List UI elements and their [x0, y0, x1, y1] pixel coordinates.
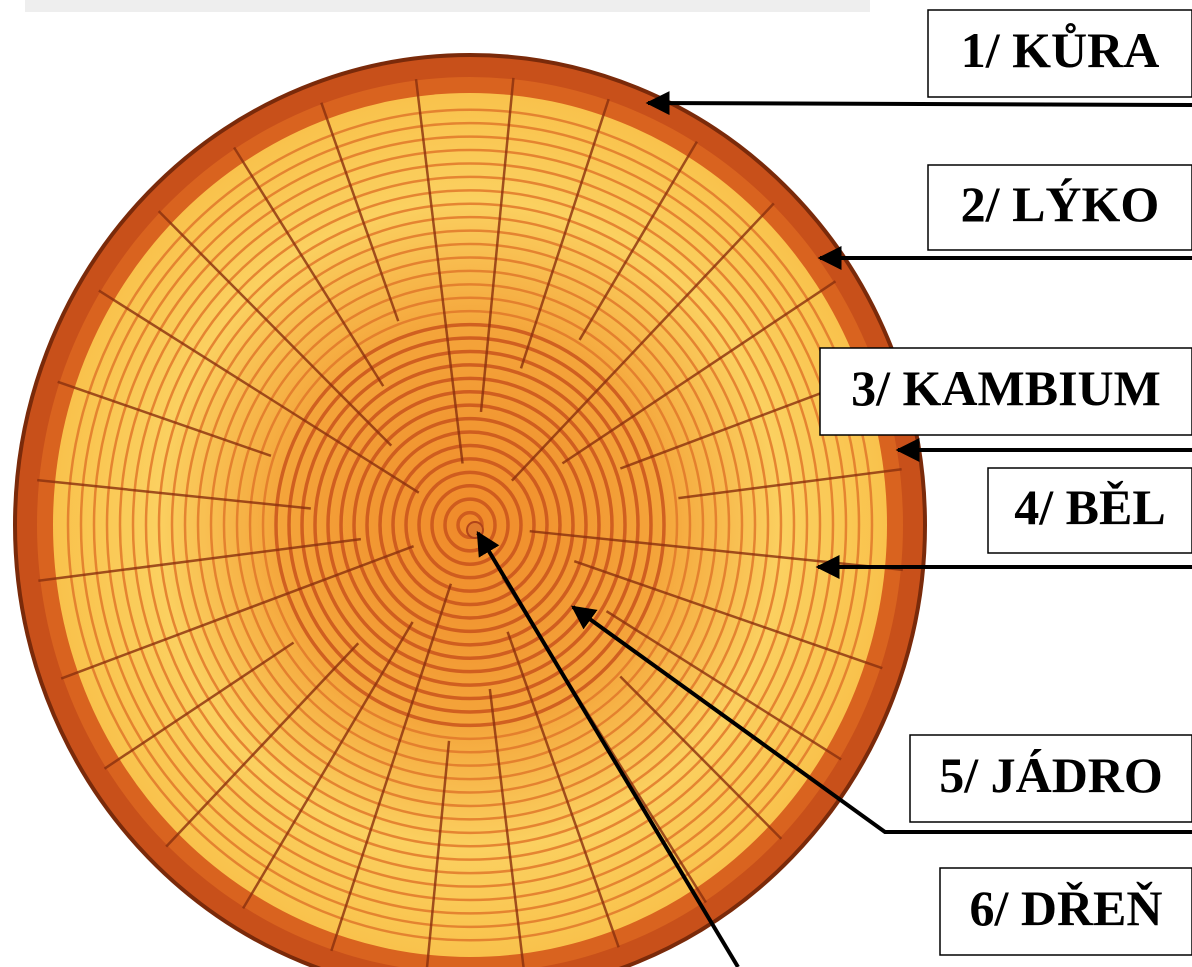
label-text: 3/ KAMBIUM [851, 360, 1161, 416]
label-text: 6/ DŘEŇ [969, 880, 1162, 936]
top-strip [25, 0, 870, 12]
pointer-arrow [648, 103, 1192, 105]
page: 1/ KŮRA 2/ LÝKO 3/ KAMBIUM 4/ BĚL 5/ JÁDRO 6/… [0, 0, 1192, 967]
wood-disk [15, 55, 925, 967]
diagram: 1/ KŮRA 2/ LÝKO 3/ KAMBIUM 4/ BĚL 5/ JÁDRO 6/… [0, 0, 1192, 967]
label-text: 2/ LÝKO [961, 176, 1160, 232]
label-text: 4/ BĚL [1014, 479, 1165, 535]
label-text: 1/ KŮRA [961, 21, 1160, 78]
label-text: 5/ JÁDRO [939, 747, 1163, 803]
